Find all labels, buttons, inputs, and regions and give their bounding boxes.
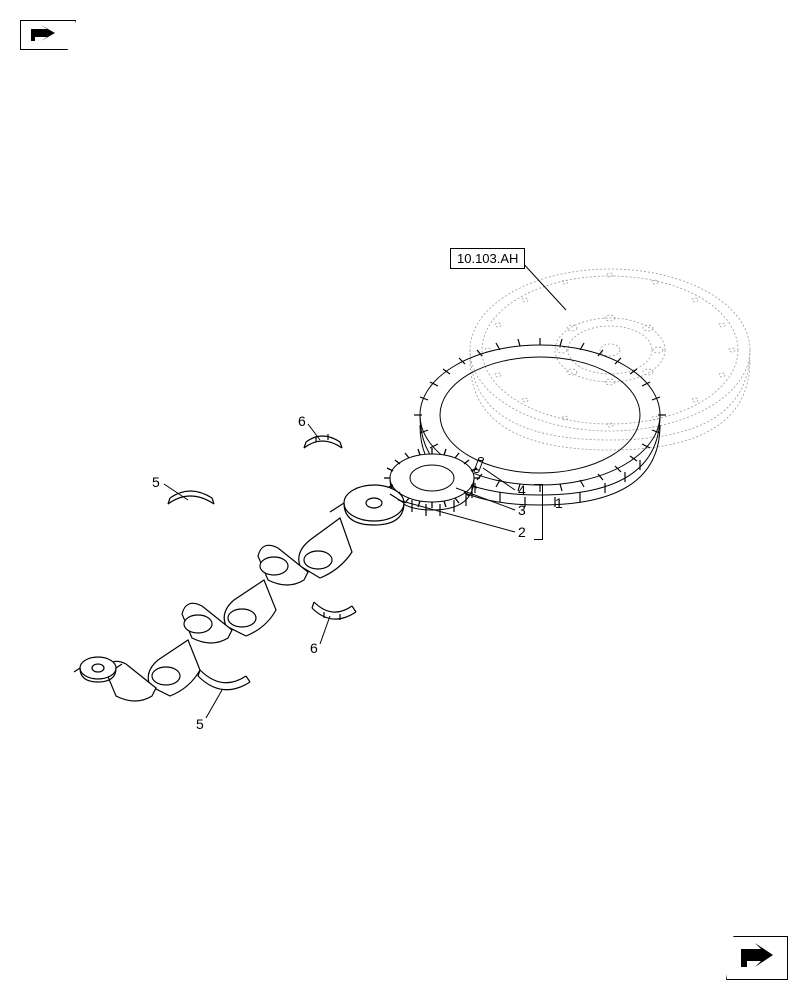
exploded-diagram [0,0,808,1000]
reference-box-label: 10.103.AH [457,251,518,266]
callout-5-upper: 5 [152,474,160,490]
callout-6-lower: 6 [310,640,318,656]
group-bracket [534,484,543,540]
callout-1: 1 [555,495,563,511]
bearing-shell-upper [168,491,214,504]
bearing-shell-lower [198,670,250,690]
callout-3: 3 [518,502,526,518]
thrust-washer-upper [304,434,342,448]
callout-6-upper: 6 [298,413,306,429]
reference-box: 10.103.AH [450,248,525,269]
callout-5-lower: 5 [196,716,204,732]
callout-2: 2 [518,524,526,540]
callout-4: 4 [518,482,526,498]
thrust-washer-lower [312,602,356,620]
crankshaft [74,485,404,701]
